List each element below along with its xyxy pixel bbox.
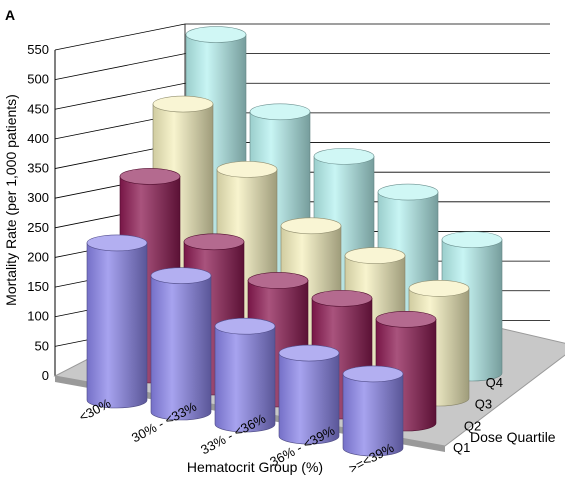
bar-q1-1: [150, 267, 212, 421]
bar-top: [119, 168, 181, 185]
y-tick-label: 100: [27, 309, 49, 324]
bar-top: [342, 365, 404, 383]
bar-top: [377, 183, 439, 201]
depth-label: Q4: [486, 375, 503, 390]
panel-label: A: [5, 7, 15, 23]
bar-top: [311, 290, 373, 307]
depth-axis-label: Dose Quartile: [470, 429, 556, 445]
bar-top: [280, 217, 342, 235]
bar-body: [86, 242, 148, 409]
bar-top: [441, 231, 503, 248]
bar-top: [408, 280, 470, 297]
bar-top: [152, 95, 214, 113]
bar-top: [183, 233, 245, 251]
y-tick-label: 250: [27, 220, 49, 235]
bar-top: [216, 161, 278, 178]
bar-top: [247, 272, 309, 289]
y-tick-label: 500: [27, 72, 49, 87]
y-tick-label: 400: [27, 131, 49, 146]
bar-body: [214, 325, 276, 433]
bar-body: [150, 275, 212, 421]
y-tick-label: 550: [27, 42, 49, 57]
x-axis-label: Hematocrit Group (%): [187, 459, 323, 475]
y-tick-label: 350: [27, 161, 49, 176]
bar-top: [185, 26, 247, 43]
depth-label: Q1: [453, 440, 470, 455]
y-tick-label: 50: [35, 338, 49, 353]
y-tick-label: 450: [27, 101, 49, 116]
bar-top: [214, 317, 276, 335]
y-tick-label: 0: [42, 368, 49, 383]
y-tick-label: 300: [27, 190, 49, 205]
y-tick-label: 200: [27, 249, 49, 264]
bar-top: [86, 234, 148, 252]
depth-label: Q3: [475, 397, 492, 412]
bar-q1-4: [342, 365, 404, 457]
bar-q1-3: [278, 344, 340, 445]
y-axis-label: Mortality Rate (per 1,000 patients): [3, 94, 19, 306]
bar-q1-2: [214, 317, 276, 433]
bar-top: [375, 310, 437, 328]
bar-top: [313, 148, 375, 165]
bar-body: [278, 352, 340, 445]
bar-q1-0: [86, 234, 148, 409]
bar-top: [150, 267, 212, 284]
bar-top: [344, 247, 406, 264]
bar-top: [278, 344, 340, 362]
bar-top: [249, 103, 311, 121]
depth-labels: Q1 Q2 Q3 Q4: [453, 375, 503, 455]
bars: [86, 26, 503, 457]
bar-body: [342, 373, 404, 457]
y-tick-label: 150: [27, 279, 49, 294]
depth-label: Q2: [464, 418, 481, 433]
